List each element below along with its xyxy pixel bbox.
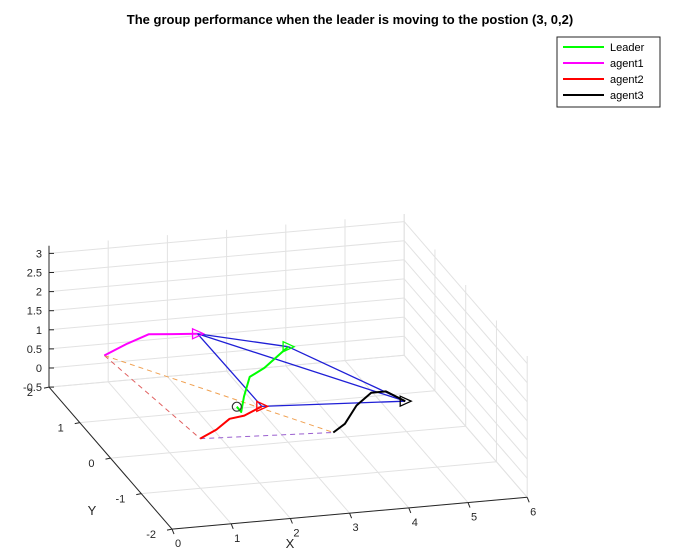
legend-label-agent1: agent1: [610, 58, 644, 70]
end-marker-Leader: [282, 340, 296, 353]
trajectory-agent1: [103, 332, 198, 357]
trajectory-Leader: [236, 345, 289, 413]
side-wall-grid-line: [403, 297, 528, 441]
final-formation-link: [197, 333, 263, 407]
marker-layer: [191, 327, 413, 413]
z-tick-label: 1: [36, 325, 42, 337]
legend: Leader agent1 agent2 agent3: [556, 36, 661, 108]
initial-formation-link: [200, 431, 334, 440]
y-tick-mark: [105, 457, 111, 460]
x-tick-label: 2: [293, 528, 299, 540]
trajectory-agent2: [199, 405, 263, 440]
side-wall-grid-line: [403, 354, 528, 498]
end-marker-agent3: [399, 395, 413, 408]
side-wall-grid-line: [403, 278, 528, 422]
y-tick-mark: [166, 528, 173, 531]
y-tick-mark: [74, 422, 80, 425]
x-tick-mark: [171, 528, 175, 535]
y-tick-mark: [136, 493, 142, 496]
side-wall-grid-line: [403, 259, 528, 403]
side-wall-grid-line: [403, 316, 528, 460]
z-tick-label: 0.5: [27, 344, 42, 356]
x-tick-mark: [289, 518, 293, 524]
z-tick-label: 2.5: [27, 268, 42, 280]
initial-formation-link: [104, 355, 201, 440]
series-layer: [103, 332, 406, 440]
floor-grid-line: [141, 461, 497, 495]
floor-grid-line: [110, 425, 466, 459]
end-marker-agent2: [256, 400, 270, 413]
y-tick-label: 1: [58, 423, 64, 435]
x-tick-mark: [349, 513, 353, 519]
back-wall-grid-line: [48, 259, 405, 293]
side-wall-grid-line: [403, 221, 528, 364]
back-wall-grid-line: [48, 297, 405, 331]
initial-formation-link: [104, 355, 334, 433]
x-tick-mark: [526, 497, 530, 503]
x-tick-label: 5: [471, 512, 477, 524]
y-axis-line: [48, 386, 173, 530]
x-tick-label: 4: [412, 517, 418, 529]
legend-label-agent2: agent2: [610, 74, 644, 86]
x-tick-mark: [230, 523, 234, 529]
z-tick-label: 1.5: [27, 306, 42, 318]
y-tick-label: 0: [88, 458, 94, 470]
axis-layer: [43, 245, 530, 535]
z-tick-label: 0: [36, 363, 42, 375]
y-axis-label: Y: [88, 503, 97, 518]
x-tick-mark: [408, 507, 412, 514]
y-tick-mark: [43, 386, 50, 389]
legend-label-agent3: agent3: [610, 90, 644, 102]
x-tick-label: 6: [530, 506, 536, 518]
start-marker-Leader: [231, 401, 242, 412]
z-tick-label: 2: [36, 287, 42, 299]
x-tick-label: 1: [234, 533, 240, 545]
formation-links: [104, 333, 406, 440]
trajectory-agent3: [332, 390, 406, 434]
back-wall-grid-line: [48, 354, 405, 388]
y-tick-label: 2: [27, 387, 33, 399]
chart-title: The group performance when the leader is…: [127, 12, 573, 27]
z-tick-label: 3: [36, 248, 42, 260]
x-tick-label: 0: [175, 538, 181, 550]
x-tick-label: 3: [353, 522, 359, 534]
final-formation-link: [197, 333, 289, 348]
back-wall-grid-line: [48, 240, 405, 273]
grid-layer: [48, 213, 528, 530]
back-wall-grid-line: [48, 221, 405, 254]
x-tick-mark: [467, 502, 471, 508]
x-axis-label: X: [286, 536, 295, 551]
legend-label-leader: Leader: [610, 42, 645, 54]
final-formation-link: [197, 333, 406, 402]
side-wall-grid-line: [403, 240, 528, 384]
end-marker-agent1: [191, 327, 206, 340]
y-tick-label: -2: [146, 529, 156, 541]
side-wall-grid-line: [403, 335, 528, 479]
z-tick-label: -0.5: [23, 382, 42, 394]
final-formation-link: [261, 400, 406, 408]
y-tick-label: -1: [115, 494, 125, 506]
back-wall-grid-line: [48, 335, 405, 369]
back-wall-grid-line: [48, 316, 405, 350]
back-wall-grid-line: [48, 278, 405, 312]
